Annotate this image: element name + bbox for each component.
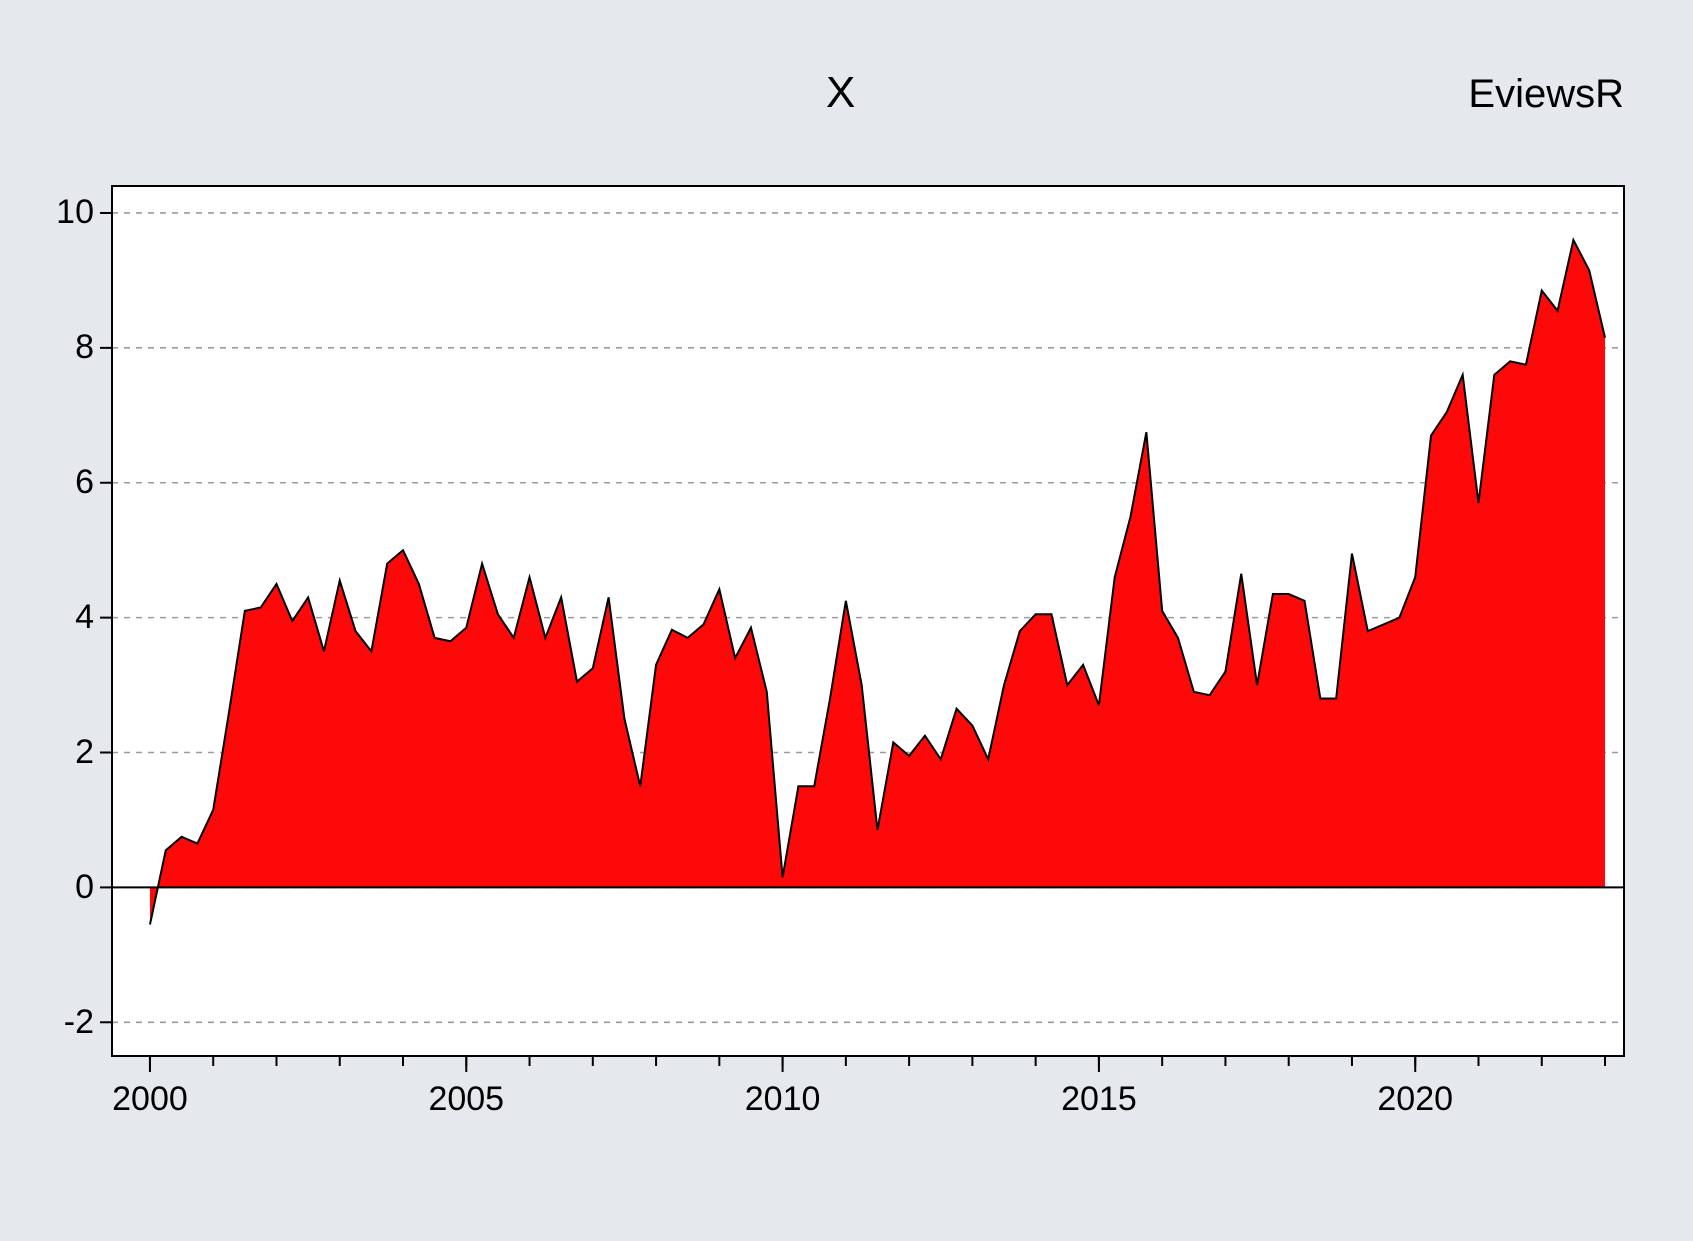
y-tick-label: 6 — [75, 463, 94, 502]
y-tick-label: -2 — [64, 1003, 94, 1042]
x-tick-label: 2000 — [112, 1080, 188, 1119]
x-tick-label: 2020 — [1377, 1080, 1453, 1119]
x-tick-label: 2005 — [428, 1080, 504, 1119]
page-root: X EviewsR -2 0 2 4 6 8 10 2000 2005 2010 2015 2020 — [0, 0, 1693, 1241]
chart-title: X — [826, 68, 855, 118]
chart-subtitle: EviewsR — [1468, 72, 1624, 117]
x-tick-label: 2015 — [1061, 1080, 1137, 1119]
x-tick-label: 2010 — [745, 1080, 821, 1119]
chart-svg — [82, 184, 1654, 1088]
plot-area — [82, 184, 1654, 1088]
y-tick-label: 0 — [75, 868, 94, 907]
y-tick-label: 2 — [75, 733, 94, 772]
y-tick-label: 10 — [56, 193, 94, 232]
y-tick-label: 4 — [75, 598, 94, 637]
y-tick-label: 8 — [75, 328, 94, 367]
